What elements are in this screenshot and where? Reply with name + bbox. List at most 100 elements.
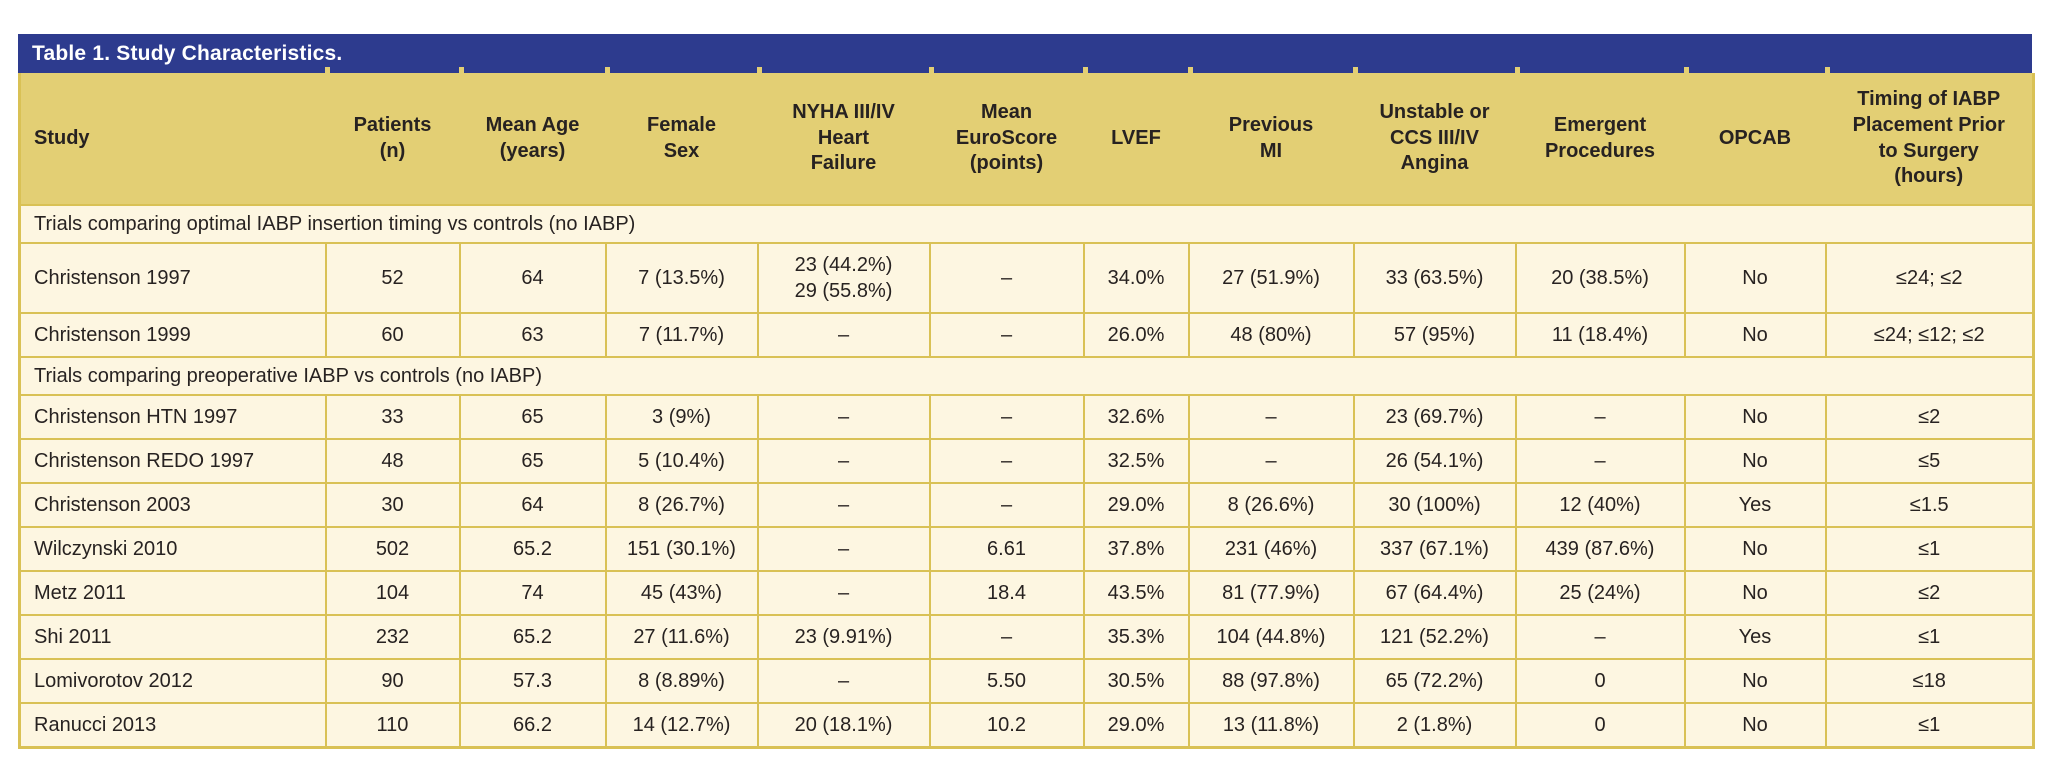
cell-emergent-procedures: 439 (87.6%) bbox=[1514, 526, 1686, 572]
cell-study: Christenson 1999 bbox=[18, 312, 327, 358]
cell-mean-euroscore: – bbox=[928, 242, 1085, 314]
table-row: Shi 2011 232 65.2 27 (11.6%) 23 (9.91%) –35.3… bbox=[18, 614, 2035, 660]
table-header: Study Patients (n) Mean Age (years) Female … bbox=[19, 73, 2034, 205]
column-notch bbox=[325, 67, 330, 73]
section-header-label: Trials comparing optimal IABP insertion … bbox=[19, 204, 2034, 244]
column-header-opcab: OPCAB bbox=[1684, 73, 1826, 205]
cell-lvef: 26.0% bbox=[1082, 312, 1190, 358]
cell-lvef: 34.0% bbox=[1082, 242, 1190, 314]
cell-nyha-heart-failure: 20 (18.1%) bbox=[756, 702, 931, 749]
cell-mean-age: 57.3 bbox=[458, 658, 607, 704]
column-notch bbox=[1353, 67, 1358, 73]
table-row: Lomivorotov 2012 90 57.3 8 (8.89%) –5.50 30.5… bbox=[18, 658, 2035, 704]
cell-unstable-angina: 121 (52.2%) bbox=[1352, 614, 1517, 660]
cell-mean-age: 64 bbox=[458, 242, 607, 314]
cell-study: Metz 2011 bbox=[18, 570, 327, 616]
cell-opcab: No bbox=[1683, 242, 1827, 314]
cell-mean-euroscore: 5.50 bbox=[928, 658, 1085, 704]
column-notch bbox=[1188, 67, 1193, 73]
cell-mean-age: 74 bbox=[458, 570, 607, 616]
cell-nyha-heart-failure: – bbox=[756, 526, 931, 572]
column-notch bbox=[1684, 67, 1689, 73]
cell-lvef: 30.5% bbox=[1082, 658, 1190, 704]
cell-patients: 30 bbox=[324, 482, 461, 528]
cell-patients: 48 bbox=[324, 438, 461, 484]
column-header-emergent-procedures: Emergent Procedures bbox=[1515, 73, 1685, 205]
cell-mean-euroscore: 18.4 bbox=[928, 570, 1085, 616]
table-row: Christenson REDO 1997 48 65 5 (10.4%) – –32.5… bbox=[18, 438, 2035, 484]
cell-female-sex: 14 (12.7%) bbox=[604, 702, 759, 749]
table-row: Metz 2011 104 74 45 (43%) –18.4 43.5% 81 (77.9… bbox=[18, 570, 2035, 616]
cell-iabp-timing: ≤24; ≤2 bbox=[1824, 242, 2035, 314]
column-notch bbox=[1515, 67, 1520, 73]
cell-opcab: No bbox=[1683, 702, 1827, 749]
column-notch bbox=[459, 67, 464, 73]
cell-lvef: 29.0% bbox=[1082, 482, 1190, 528]
section-header-label: Trials comparing preoperative IABP vs co… bbox=[19, 356, 2034, 396]
table-row: Christenson HTN 1997 33 65 3 (9%) – –32.6% –23… bbox=[18, 394, 2035, 440]
cell-mean-euroscore: – bbox=[928, 394, 1085, 440]
cell-study: Christenson 2003 bbox=[18, 482, 327, 528]
cell-opcab: Yes bbox=[1683, 614, 1827, 660]
cell-mean-age: 64 bbox=[458, 482, 607, 528]
table-row: Ranucci 2013 110 66.2 14 (12.7%) 20 (18.1%) 1… bbox=[18, 702, 2035, 749]
cell-female-sex: 151 (30.1%) bbox=[604, 526, 759, 572]
cell-previous-mi: 231 (46%) bbox=[1187, 526, 1355, 572]
column-notch bbox=[605, 67, 610, 73]
cell-nyha-heart-failure: – bbox=[756, 394, 931, 440]
cell-unstable-angina: 30 (100%) bbox=[1352, 482, 1517, 528]
cell-lvef: 32.5% bbox=[1082, 438, 1190, 484]
cell-opcab: No bbox=[1683, 394, 1827, 440]
cell-unstable-angina: 2 (1.8%) bbox=[1352, 702, 1517, 749]
cell-emergent-procedures: – bbox=[1514, 438, 1686, 484]
cell-unstable-angina: 67 (64.4%) bbox=[1352, 570, 1517, 616]
table-row: Christenson 2003 30 64 8 (26.7%) – –29.0% 8 (2… bbox=[18, 482, 2035, 528]
column-header-study: Study bbox=[19, 73, 326, 205]
column-header-iabp-timing: Timing of IABP Placement Prior to Surger… bbox=[1825, 73, 2034, 205]
table-row: Wilczynski 2010 502 65.2 151 (30.1%) –6.61 37… bbox=[18, 526, 2035, 572]
column-header-mean-euroscore: Mean EuroScore (points) bbox=[929, 73, 1084, 205]
cell-mean-euroscore: 6.61 bbox=[928, 526, 1085, 572]
column-notch bbox=[1083, 67, 1088, 73]
column-notch bbox=[929, 67, 934, 73]
cell-mean-euroscore: – bbox=[928, 438, 1085, 484]
cell-lvef: 32.6% bbox=[1082, 394, 1190, 440]
cell-mean-age: 65.2 bbox=[458, 614, 607, 660]
cell-opcab: Yes bbox=[1683, 482, 1827, 528]
cell-previous-mi: 104 (44.8%) bbox=[1187, 614, 1355, 660]
column-header-lvef: LVEF bbox=[1083, 73, 1189, 205]
cell-opcab: No bbox=[1683, 658, 1827, 704]
cell-iabp-timing: ≤18 bbox=[1824, 658, 2035, 704]
cell-lvef: 35.3% bbox=[1082, 614, 1190, 660]
cell-study: Ranucci 2013 bbox=[18, 702, 327, 749]
cell-emergent-procedures: – bbox=[1514, 394, 1686, 440]
cell-study: Christenson HTN 1997 bbox=[18, 394, 327, 440]
cell-lvef: 43.5% bbox=[1082, 570, 1190, 616]
cell-mean-euroscore: 10.2 bbox=[928, 702, 1085, 749]
study-characteristics-table: Study Patients (n) Mean Age (years) Female … bbox=[18, 73, 2035, 749]
table-title-bar: Table 1. Study Characteristics. bbox=[18, 34, 2032, 73]
section-header-row: Trials comparing optimal IABP insertion … bbox=[19, 204, 2034, 244]
section-header-row: Trials comparing preoperative IABP vs co… bbox=[19, 356, 2034, 396]
cell-mean-age: 66.2 bbox=[458, 702, 607, 749]
column-header-female-sex: Female Sex bbox=[605, 73, 758, 205]
cell-study: Christenson REDO 1997 bbox=[18, 438, 327, 484]
cell-emergent-procedures: 0 bbox=[1514, 702, 1686, 749]
table-row: Christenson 1997 52 64 7 (13.5%) 23 (44.2%) … bbox=[18, 242, 2035, 314]
cell-patients: 52 bbox=[324, 242, 461, 314]
cell-patients: 33 bbox=[324, 394, 461, 440]
cell-mean-euroscore: – bbox=[928, 614, 1085, 660]
cell-patients: 90 bbox=[324, 658, 461, 704]
cell-study: Christenson 1997 bbox=[18, 242, 327, 314]
cell-emergent-procedures: 11 (18.4%) bbox=[1514, 312, 1686, 358]
cell-female-sex: 5 (10.4%) bbox=[604, 438, 759, 484]
cell-study: Shi 2011 bbox=[18, 614, 327, 660]
cell-female-sex: 3 (9%) bbox=[604, 394, 759, 440]
cell-nyha-heart-failure: – bbox=[756, 438, 931, 484]
cell-mean-euroscore: – bbox=[928, 482, 1085, 528]
cell-nyha-heart-failure: – bbox=[756, 570, 931, 616]
cell-mean-age: 65 bbox=[458, 394, 607, 440]
cell-study: Lomivorotov 2012 bbox=[18, 658, 327, 704]
cell-previous-mi: 8 (26.6%) bbox=[1187, 482, 1355, 528]
cell-lvef: 29.0% bbox=[1082, 702, 1190, 749]
